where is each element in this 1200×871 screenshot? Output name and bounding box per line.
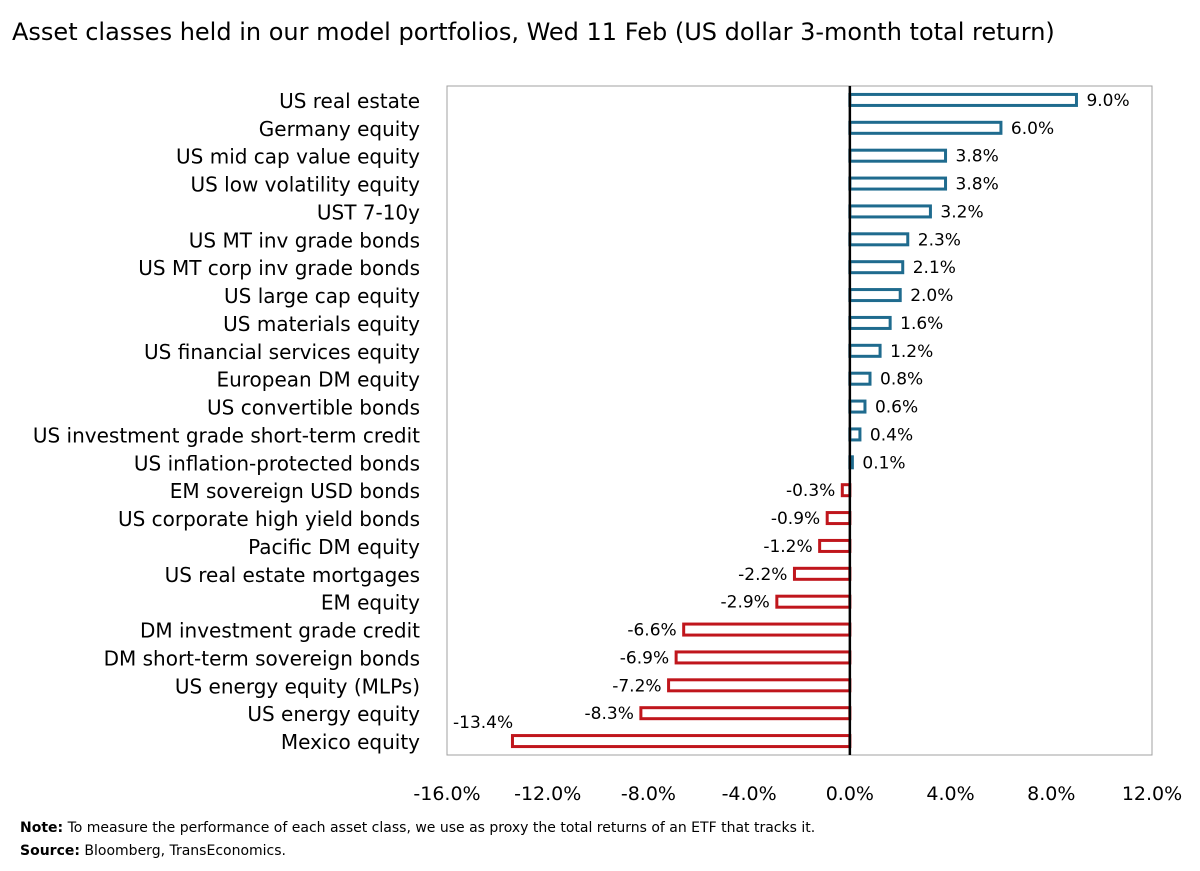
- data-label: -8.3%: [585, 704, 634, 724]
- bar: [775, 594, 852, 609]
- bar: [510, 734, 852, 749]
- category-label: US low volatility equity: [190, 173, 420, 197]
- data-label: -13.4%: [453, 713, 513, 733]
- bar: [667, 678, 852, 693]
- category-label: US real estate mortgages: [165, 563, 420, 587]
- x-tick-label: -12.0%: [514, 783, 581, 805]
- plot-frame: [446, 85, 1153, 756]
- bar: [848, 260, 905, 275]
- data-label: -2.2%: [738, 565, 787, 585]
- x-tick-label: -8.0%: [621, 783, 676, 805]
- bar: [682, 622, 852, 637]
- x-tick-label: 8.0%: [1027, 783, 1075, 805]
- data-label: 0.4%: [870, 425, 913, 445]
- chart-note: Note: To measure the performance of each…: [20, 820, 815, 836]
- bar: [818, 538, 852, 553]
- data-label: 0.8%: [880, 370, 923, 390]
- bar: [848, 204, 932, 219]
- bar: [848, 148, 948, 163]
- category-label: UST 7-10y: [317, 200, 420, 224]
- category-label: US MT corp inv grade bonds: [138, 256, 420, 280]
- category-label: Germany equity: [259, 117, 420, 141]
- category-label: US convertible bonds: [207, 396, 420, 420]
- data-label: -2.9%: [721, 593, 770, 613]
- data-label: 9.0%: [1086, 91, 1129, 111]
- chart-source: Source: Bloomberg, TransEconomics.: [20, 843, 286, 859]
- bar: [848, 371, 872, 386]
- bar: [639, 706, 852, 721]
- data-label: 6.0%: [1011, 119, 1054, 139]
- bar: [848, 315, 892, 330]
- category-label: US MT inv grade bonds: [189, 228, 420, 252]
- category-label: DM investment grade credit: [140, 619, 420, 643]
- data-label: 0.1%: [862, 453, 905, 473]
- category-label: US large cap equity: [224, 284, 420, 308]
- category-label: US corporate high yield bonds: [118, 507, 420, 531]
- bar-chart: US real estate 9.0% Germany equity 6.0% US m…: [33, 85, 1182, 805]
- bar: [848, 288, 902, 303]
- bar: [848, 176, 948, 191]
- data-label: 1.2%: [890, 342, 933, 362]
- data-label: 2.0%: [910, 286, 953, 306]
- bar: [848, 343, 882, 358]
- bar: [674, 650, 852, 665]
- source-text: Bloomberg, TransEconomics.: [79, 843, 286, 859]
- category-label: US materials equity: [223, 312, 420, 336]
- category-label: EM sovereign USD bonds: [170, 479, 420, 503]
- data-label: 3.8%: [956, 175, 999, 195]
- data-label: -0.9%: [771, 509, 820, 529]
- data-label: -7.2%: [612, 676, 661, 696]
- category-label: Mexico equity: [281, 730, 420, 754]
- note-text: To measure the performance of each asset…: [63, 820, 816, 836]
- data-label: -6.6%: [627, 621, 676, 641]
- x-tick-label: 4.0%: [926, 783, 974, 805]
- bar: [848, 427, 862, 442]
- bar: [848, 92, 1078, 107]
- data-label: 3.2%: [940, 202, 983, 222]
- category-label: US inflation-protected bonds: [134, 451, 420, 475]
- x-tick-label: 0.0%: [826, 783, 874, 805]
- chart-title: Asset classes held in our model portfoli…: [12, 18, 1055, 46]
- category-label: US energy equity (MLPs): [175, 674, 420, 698]
- category-label: DM short-term sovereign bonds: [104, 646, 420, 670]
- category-label: European DM equity: [216, 368, 420, 392]
- x-tick-label: 12.0%: [1122, 783, 1182, 805]
- data-label: -1.2%: [763, 537, 812, 557]
- category-label: Pacific DM equity: [248, 535, 420, 559]
- data-label: -6.9%: [620, 648, 669, 668]
- bar: [848, 399, 867, 414]
- category-label: US energy equity: [247, 702, 420, 726]
- category-label: US financial services equity: [144, 340, 420, 364]
- bar: [848, 120, 1003, 135]
- x-tick-label: -4.0%: [722, 783, 777, 805]
- category-label: US investment grade short-term credit: [33, 423, 420, 447]
- data-label: 3.8%: [956, 147, 999, 167]
- data-label: 1.6%: [900, 314, 943, 334]
- category-label: US mid cap value equity: [176, 145, 420, 169]
- data-label: 0.6%: [875, 398, 918, 418]
- data-label: 2.1%: [913, 258, 956, 278]
- x-tick-label: -16.0%: [413, 783, 480, 805]
- data-label: 2.3%: [918, 230, 961, 250]
- data-label: -0.3%: [786, 481, 835, 501]
- category-label: EM equity: [321, 591, 420, 615]
- category-label: US real estate: [279, 89, 420, 113]
- bar: [848, 232, 910, 247]
- source-label: Source:: [20, 843, 80, 859]
- note-label: Note:: [20, 820, 64, 836]
- bar: [792, 566, 852, 581]
- bar: [825, 511, 852, 526]
